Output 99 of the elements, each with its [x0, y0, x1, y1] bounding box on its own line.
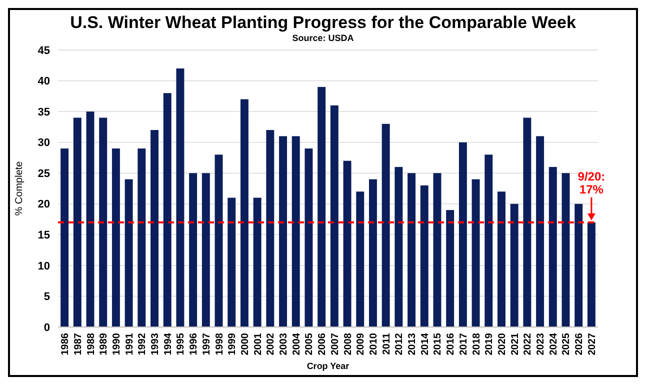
bar	[587, 222, 596, 327]
y-tick-label: 35	[38, 106, 50, 118]
x-tick-label: 2000	[240, 332, 251, 356]
x-tick-label: 1994	[162, 332, 174, 356]
y-tick-label: 0	[44, 322, 50, 334]
y-axis-title: % Complete	[14, 160, 25, 216]
x-tick-label: 2026	[574, 332, 586, 356]
bar	[202, 173, 210, 327]
y-tick-label: 25	[38, 168, 50, 180]
x-tick-label: 2002	[266, 332, 277, 356]
bar	[472, 179, 480, 327]
x-tick-label: 2016	[446, 332, 457, 356]
bar	[150, 130, 158, 327]
bar	[60, 148, 69, 327]
bar	[240, 99, 248, 327]
bar	[458, 142, 467, 327]
bar	[562, 173, 570, 327]
x-tick-label: 2001	[252, 332, 264, 356]
x-tick-label: 2019	[484, 332, 496, 356]
y-tick-label: 30	[38, 137, 50, 150]
x-tick-label: 2007	[330, 332, 341, 356]
bar	[214, 154, 223, 327]
x-tick-label: 2005	[304, 332, 316, 356]
bar	[484, 154, 493, 327]
y-tick-label: 40	[38, 76, 50, 88]
x-tick-label: 1988	[86, 332, 97, 356]
bar	[292, 136, 300, 327]
bar	[266, 130, 274, 327]
bar	[279, 136, 288, 327]
bar	[73, 118, 82, 327]
x-tick-label: 2020	[496, 332, 508, 356]
x-tick-label: 2010	[368, 332, 380, 356]
bar	[548, 166, 557, 327]
x-tick-label: 2017	[458, 332, 470, 356]
bar	[368, 179, 377, 327]
x-tick-label: 2011	[381, 332, 392, 355]
bar	[574, 204, 583, 327]
bar	[523, 118, 532, 327]
bar	[253, 198, 262, 327]
x-tick-label: 2022	[522, 332, 534, 356]
x-tick-label: 2013	[407, 332, 418, 356]
annotation: 9/20: 17%	[578, 169, 606, 196]
bar	[228, 198, 236, 327]
x-tick-label: 2027	[586, 332, 598, 356]
x-tick-label: 1996	[188, 332, 200, 356]
bar	[189, 173, 198, 327]
x-tick-label: 2015	[432, 332, 444, 356]
x-tick-label: 1986	[60, 332, 72, 356]
bar	[86, 112, 94, 327]
y-tick-label: 15	[38, 230, 50, 242]
x-tick-label: 2009	[356, 332, 367, 356]
bar	[420, 185, 428, 327]
x-tick-label: 1998	[214, 332, 226, 356]
x-tick-label: 1990	[111, 332, 122, 356]
bar	[433, 173, 442, 327]
bar	[510, 204, 518, 327]
x-tick-label: 2018	[471, 332, 482, 356]
bar	[138, 148, 146, 327]
bar	[356, 192, 364, 327]
y-tick-label: 45	[38, 44, 50, 57]
y-tick-label: 10	[38, 260, 50, 272]
bar	[176, 68, 184, 327]
x-tick-label: 1993	[150, 332, 162, 356]
chart-title: U.S. Winter Wheat Planting Progress for the Comparable Week	[70, 13, 576, 32]
bar	[394, 166, 403, 327]
bar	[318, 86, 326, 327]
bar	[343, 160, 352, 327]
x-tick-label: 2004	[291, 332, 302, 356]
x-tick-label: 1989	[98, 332, 110, 356]
x-tick-label: 1987	[72, 332, 84, 356]
bar	[498, 192, 506, 327]
x-tick-label: 1999	[227, 332, 238, 356]
x-tick-label: 2024	[548, 332, 560, 356]
x-tick-label: 2008	[342, 332, 354, 356]
x-tick-label: 1997	[201, 332, 212, 356]
x-tick-label: 2021	[510, 332, 521, 356]
x-tick-label: 1991	[124, 332, 136, 356]
x-tick-label: 2006	[317, 332, 328, 356]
y-tick-label: 20	[38, 198, 50, 211]
bar	[330, 105, 338, 327]
x-tick-label: 2025	[561, 332, 572, 356]
bar	[163, 93, 172, 327]
x-tick-label: 2012	[394, 332, 406, 356]
x-tick-label: 1992	[137, 332, 148, 356]
chart-subtitle: Source: USDA	[292, 33, 354, 43]
bar	[99, 118, 108, 327]
y-tick-label: 5	[44, 291, 50, 304]
bar	[124, 179, 133, 327]
x-tick-label: 2014	[420, 332, 431, 356]
bar	[304, 148, 313, 327]
x-axis-title: Crop Year	[306, 361, 350, 371]
x-tick-label: 2023	[536, 332, 547, 356]
bar	[112, 148, 120, 327]
bar	[536, 136, 544, 327]
x-tick-label: 2003	[278, 332, 290, 356]
x-tick-label: 1995	[176, 332, 187, 356]
bar	[408, 173, 416, 327]
bar	[382, 124, 390, 327]
bar	[446, 210, 454, 327]
